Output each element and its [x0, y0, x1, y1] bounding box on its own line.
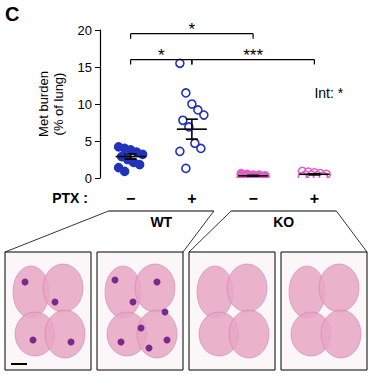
svg-text:0: 0 — [85, 171, 92, 186]
svg-text:WT: WT — [150, 214, 172, 230]
svg-text:−: − — [126, 190, 135, 207]
svg-text:−: − — [248, 190, 257, 207]
svg-text:KO: KO — [273, 214, 294, 230]
svg-text:20: 20 — [78, 23, 92, 38]
svg-text:5: 5 — [85, 134, 92, 149]
svg-text:*: * — [158, 46, 165, 65]
svg-text:+: + — [310, 190, 319, 207]
svg-text:Int: *: Int: * — [314, 85, 343, 101]
svg-text:C: C — [5, 3, 19, 25]
svg-text:PTX :: PTX : — [52, 190, 88, 206]
svg-text:Met burden: Met burden — [36, 71, 51, 137]
svg-text:*: * — [189, 20, 196, 39]
svg-text:+: + — [187, 190, 196, 207]
svg-text:10: 10 — [78, 97, 92, 112]
svg-text:***: *** — [243, 46, 263, 65]
svg-text:(% of lung): (% of lung) — [51, 73, 66, 136]
svg-text:15: 15 — [78, 60, 92, 75]
